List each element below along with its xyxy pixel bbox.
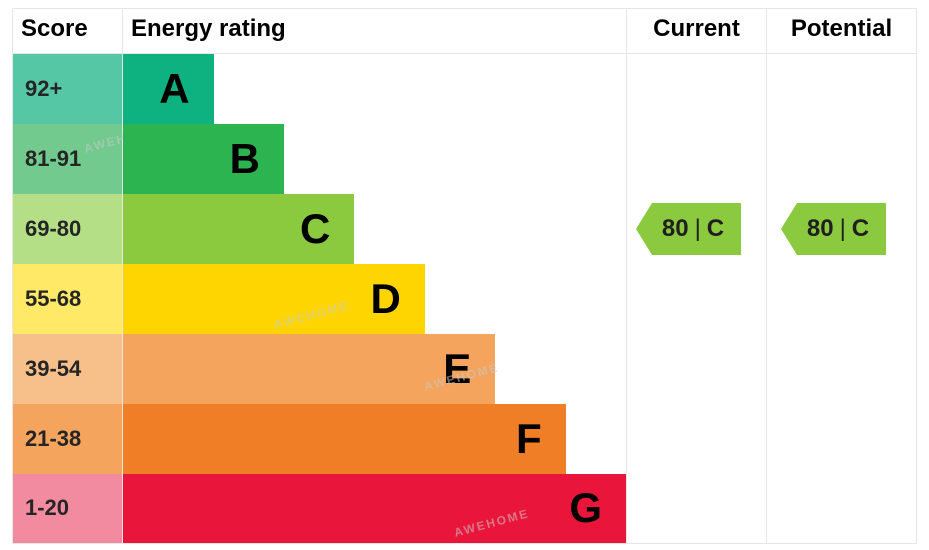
potential-rating-tag: 80|C [797, 203, 886, 255]
band-row-b: 81-91AWEHOMEB [13, 124, 917, 194]
score-range: 39-54 [13, 334, 122, 404]
band-row-f: 21-38F [13, 404, 917, 474]
epc-chart: Score Energy rating Current Potential 92… [12, 8, 917, 544]
potential-letter-value: C [852, 215, 870, 243]
rating-bar-g: G [123, 474, 626, 544]
header-current: Current [627, 9, 767, 54]
score-range: 81-91 [13, 124, 122, 194]
rating-bar-a: A [123, 54, 214, 124]
header-score: Score [13, 9, 123, 54]
current-letter-value: C [707, 215, 725, 243]
rating-bar-c: C [123, 194, 354, 264]
current-score-value: 80 [662, 215, 689, 243]
band-row-c: 69-80C80|C80|C [13, 194, 917, 264]
band-row-a: 92+A [13, 54, 917, 124]
potential-score-value: 80 [807, 215, 834, 243]
current-rating-tag: 80|C [652, 203, 741, 255]
score-range: 21-38 [13, 404, 122, 474]
score-range: 55-68 [13, 264, 122, 334]
rating-bar-f: F [123, 404, 566, 474]
score-range: 92+ [13, 54, 122, 124]
header-potential: Potential [767, 9, 917, 54]
separator: | [834, 215, 852, 243]
band-row-g: 1-20AWEHOMEGAWEHOME [13, 474, 917, 544]
arrow-left-icon [781, 203, 797, 255]
score-range: 69-80 [13, 194, 122, 264]
header-rating: Energy rating [123, 9, 627, 54]
rating-bar-d: D [123, 264, 425, 334]
band-row-d: 55-68DAWEHOME [13, 264, 917, 334]
band-row-e: 39-54EAWEHOME [13, 334, 917, 404]
header-row: Score Energy rating Current Potential [13, 9, 917, 54]
arrow-left-icon [636, 203, 652, 255]
score-range: 1-20 [13, 474, 122, 544]
separator: | [689, 215, 707, 243]
rating-bar-e: E [123, 334, 495, 404]
rating-bar-b: B [123, 124, 284, 194]
